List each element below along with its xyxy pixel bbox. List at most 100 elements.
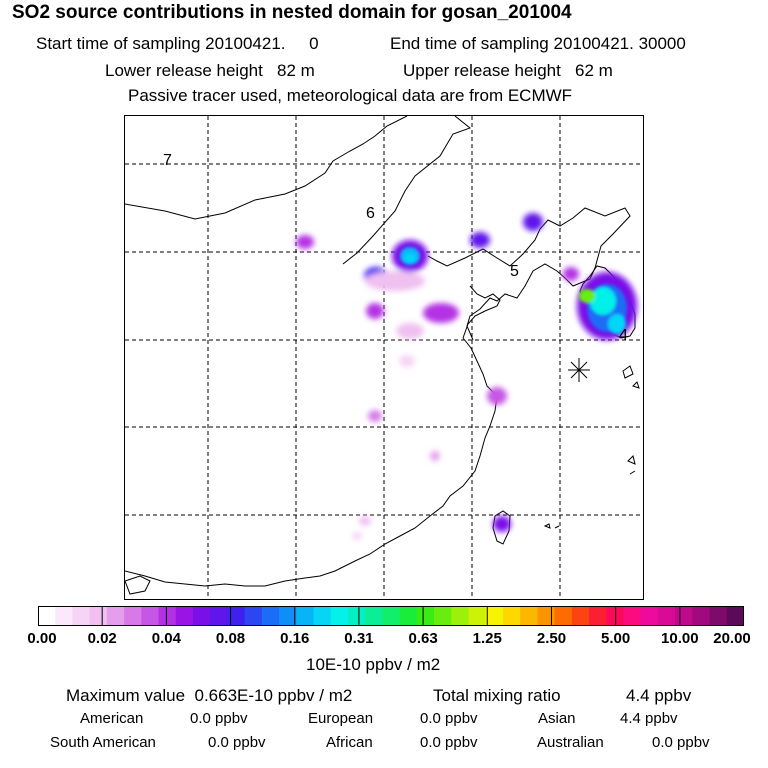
- lower-release-label: Lower release height: [105, 61, 263, 80]
- region-south-american-label: South American: [50, 734, 156, 751]
- colorbar-cell: [296, 606, 315, 626]
- end-time-label: End time of sampling: [390, 34, 549, 53]
- colorbar-cell: [675, 606, 693, 626]
- upper-release-value: 62 m: [575, 61, 613, 80]
- shandong-peninsula: [462, 285, 501, 339]
- plume-shanxi: [366, 303, 384, 319]
- maximum-value-label: Maximum value: [66, 686, 186, 705]
- colorbar-tick-label: 0.02: [87, 630, 117, 647]
- colorbar-cell: [434, 606, 452, 626]
- colorbar-tick-label: 0.16: [280, 630, 310, 647]
- colorbar-cell: [571, 606, 590, 626]
- region-asian-value: 4.4 ppbv: [620, 710, 678, 727]
- region-asian-label: Asian: [538, 710, 576, 727]
- region-australian-label: Australian: [537, 734, 604, 751]
- colorbar-cells: [38, 606, 744, 626]
- colorbar-cell: [330, 606, 349, 626]
- region-label-5: 5: [510, 263, 519, 280]
- colorbar-tick-label: 0.08: [215, 630, 246, 647]
- colorbar-frame: [38, 606, 744, 626]
- colorbar-tick-label: 5.00: [601, 630, 631, 647]
- region-european-label: European: [308, 710, 374, 727]
- upper-release-height: Upper release height 62 m: [403, 61, 613, 81]
- map-gridlines: [125, 116, 643, 599]
- colorbar-cell: [502, 606, 521, 626]
- region-label-6: 6: [366, 205, 375, 222]
- plume-west: [296, 235, 314, 249]
- region-label-4: 4: [619, 327, 628, 344]
- china-south-coast: [125, 337, 498, 587]
- plume-henan: [423, 303, 459, 323]
- japan-islands: [543, 365, 640, 529]
- china-east-coast: [427, 207, 631, 341]
- colorbar: [38, 606, 744, 626]
- plot-title: SO2 source contributions in nested domai…: [12, 2, 572, 23]
- colorbar-cell: [210, 606, 228, 626]
- colorbar-cell: [451, 606, 469, 626]
- region-american-value: 0.0 ppbv: [190, 710, 248, 727]
- colorbar-cell: [192, 606, 211, 626]
- start-time: Start time of sampling 20100421. 0: [36, 34, 319, 54]
- region-australian-value: 0.0 ppbv: [652, 734, 710, 751]
- colorbar-tick-label: 2.50: [536, 630, 567, 647]
- colorbar-cell: [365, 606, 383, 626]
- colorbar-cell: [244, 606, 263, 626]
- colorbar-cell: [606, 606, 624, 626]
- colorbar-tick-label: 0.00: [27, 630, 57, 647]
- colorbar-cell: [485, 606, 504, 626]
- plume-central-haze: [399, 355, 415, 367]
- hainan-island: [125, 575, 151, 595]
- colorbar-cell: [537, 606, 556, 626]
- region-label-7: 7: [163, 152, 172, 169]
- colorbar-cell: [623, 606, 642, 626]
- colorbar-cell: [416, 606, 435, 626]
- total-mixing-ratio-value: 4.4 ppbv: [626, 686, 692, 705]
- tracer-note: Passive tracer used, meteorological data…: [128, 86, 573, 105]
- colorbar-units: 10E-10 ppbv / m2: [306, 655, 441, 674]
- region-american-label: American: [80, 710, 144, 727]
- plume-taiwan: [493, 516, 511, 532]
- plume-henan-haze: [396, 323, 424, 339]
- colorbar-cell: [141, 606, 160, 626]
- colorbar-cell: [313, 606, 332, 626]
- colorbar-cell: [227, 606, 246, 626]
- plume-south1: [368, 410, 382, 422]
- plume-korea-green: [579, 289, 595, 303]
- plume-guangdong: [359, 516, 371, 526]
- colorbar-cell: [657, 606, 676, 626]
- lower-release-height: Lower release height 82 m: [105, 61, 315, 81]
- colorbar-cell: [175, 606, 194, 626]
- colorbar-cell: [640, 606, 659, 626]
- colorbar-tick-label: 0.63: [408, 630, 438, 647]
- plume-hebei-haze: [365, 271, 425, 291]
- colorbar-cell: [106, 606, 125, 626]
- colorbar-tick-label: 0.31: [344, 630, 374, 647]
- colorbar-cell: [72, 606, 91, 626]
- end-time: End time of sampling 20100421. 30000: [390, 34, 686, 54]
- colorbar-cell: [55, 606, 73, 626]
- colorbar-tick-label: 10.00: [661, 630, 699, 647]
- colorbar-cell: [261, 606, 280, 626]
- start-time-value: 20100421. 0: [205, 34, 319, 53]
- plume-shanghai: [487, 387, 507, 405]
- mongolia-border: [125, 116, 408, 220]
- upper-release-label: Upper release height: [403, 61, 561, 80]
- plume-northeast: [470, 232, 490, 248]
- plume-beijing-center: [404, 253, 416, 263]
- colorbar-cell: [279, 606, 297, 626]
- colorbar-cell: [520, 606, 538, 626]
- maximum-value-number: 0.663E-10 ppbv / m2: [194, 686, 353, 705]
- colorbar-cell: [726, 606, 744, 626]
- region-labels: 7 6 5 4: [163, 152, 628, 344]
- colorbar-cell: [38, 606, 56, 626]
- colorbar-cell: [399, 606, 418, 626]
- receptor-star-icon: [568, 358, 590, 382]
- plume-korea-south: [608, 314, 626, 334]
- manchuria-border: [342, 116, 472, 265]
- plume-guangxi: [352, 532, 362, 540]
- colorbar-cell: [89, 606, 108, 626]
- tracer-plumes: [296, 213, 637, 540]
- start-time-label: Start time of sampling: [36, 34, 201, 53]
- colorbar-cell: [692, 606, 711, 626]
- total-mixing-ratio-label: Total mixing ratio: [433, 686, 561, 705]
